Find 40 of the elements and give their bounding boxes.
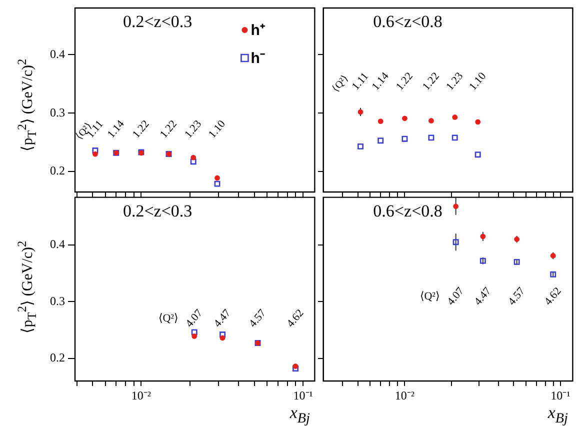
- annotation: 4.62: [542, 285, 564, 308]
- annotation: 1.23: [444, 70, 466, 93]
- annotation: 4.47: [472, 284, 494, 308]
- x-tick-label: 10⁻²: [131, 388, 152, 402]
- chart-title: 0.6<z<0.8: [373, 201, 442, 220]
- annotation: 1.10: [206, 118, 228, 141]
- annotation: 4.07: [444, 284, 467, 308]
- annotation: 1.22: [158, 118, 180, 141]
- annotation: 1.23: [182, 118, 204, 141]
- y-tick-label: 0.4: [50, 237, 65, 252]
- annotation: 1.22: [420, 70, 442, 93]
- x-tick-label: 10⁻²: [394, 388, 415, 402]
- x-axis-title: x$_{Bj}$: [288, 403, 310, 426]
- annotation: 4.07: [183, 306, 206, 330]
- legend-label: h⁺: [250, 22, 265, 40]
- annotation: ⟨Q²⟩: [420, 290, 440, 302]
- y-tick-label: 0.2: [50, 350, 65, 364]
- annotation: 1.14: [370, 70, 392, 93]
- annotation: 1.22: [130, 118, 152, 141]
- y-tick-label: 0.2: [50, 164, 65, 178]
- annotation: ⟨Q²⟩: [330, 73, 351, 94]
- annotation: 1.10: [466, 70, 489, 93]
- legend-label: h⁻: [250, 50, 265, 68]
- annotation: 1.11: [350, 70, 372, 93]
- y-tick-label: 0.3: [50, 294, 65, 308]
- x-axis-title: x$_{Bj}$: [546, 403, 568, 426]
- annotation: 1.14: [105, 118, 128, 141]
- annotation: 4.47: [212, 306, 234, 330]
- x-tick-label: 10⁻¹: [550, 388, 571, 402]
- x-tick-label: 10⁻¹: [293, 388, 314, 402]
- chart-title: 0.2<z<0.3: [122, 201, 192, 220]
- y-tick-label: 0.4: [50, 46, 65, 61]
- annotation: 4.62: [284, 307, 306, 330]
- y-tick-label: 0.3: [50, 105, 65, 120]
- annotation: ⟨Q²⟩: [158, 312, 178, 324]
- annotation: 1.22: [394, 70, 416, 93]
- chart-title: 0.6<z<0.8: [373, 12, 442, 31]
- chart-title: 0.2<z<0.3: [122, 12, 192, 31]
- annotation: 4.57: [506, 284, 528, 308]
- annotation: 4.57: [246, 306, 269, 330]
